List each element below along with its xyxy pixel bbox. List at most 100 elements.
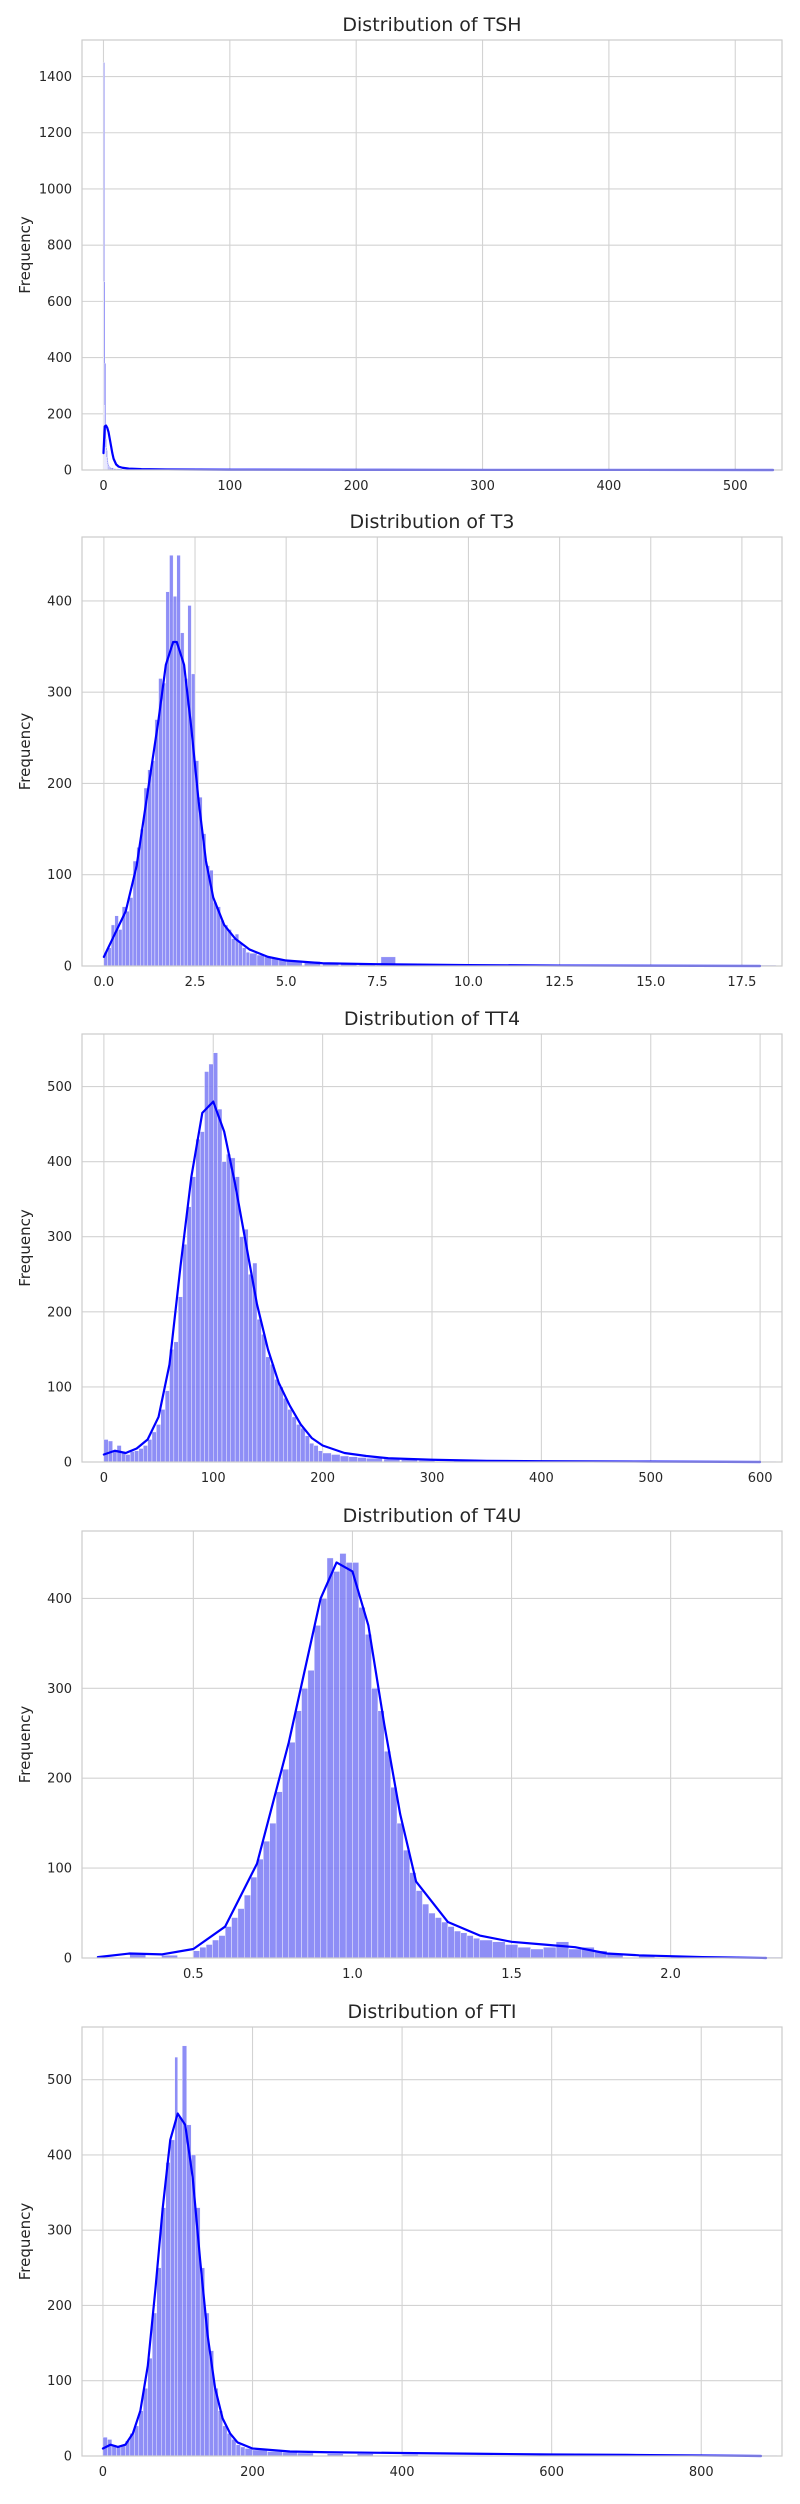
x-tick-label: 0 (100, 1471, 108, 1486)
y-tick-label: 400 (47, 594, 72, 609)
histogram-bar (200, 1947, 206, 1958)
histogram-bar (174, 1342, 178, 1462)
histogram-bar (340, 1553, 346, 1958)
histogram-bar (223, 2426, 227, 2456)
histogram-bar (473, 1938, 479, 1958)
histogram-bar (333, 1571, 339, 1958)
y-axis-label: Frequency (16, 2203, 34, 2281)
histogram-bar (301, 1428, 305, 1462)
histogram-bar (117, 1445, 121, 1462)
histogram-bar (569, 1949, 582, 1958)
y-tick-label: 800 (47, 239, 72, 254)
histogram-bar (177, 555, 181, 966)
y-axis-label: Frequency (16, 216, 34, 294)
histogram-bar (139, 2411, 143, 2456)
histogram-bar (187, 2125, 191, 2456)
histogram-bar (296, 1424, 300, 1462)
histogram-bar (279, 1387, 283, 1462)
histogram-bar (327, 1558, 333, 1958)
histogram-bar (212, 1940, 218, 1958)
histogram-bar (288, 1409, 292, 1462)
histogram-bar (289, 1742, 295, 1958)
histogram-bar (310, 1443, 314, 1462)
histogram-bar (461, 1933, 467, 1958)
y-tick-label: 200 (47, 1772, 72, 1787)
x-tick-label: 100 (217, 479, 242, 494)
histogram-bar (218, 1109, 222, 1462)
histogram-bar (126, 1454, 130, 1462)
y-tick-label: 300 (47, 1682, 72, 1697)
histogram-bar (178, 2117, 182, 2456)
histogram-bar (191, 1177, 195, 1462)
histogram-bar (166, 592, 170, 966)
x-tick-label: 17.5 (727, 975, 756, 990)
histogram-bar (257, 955, 264, 966)
histogram-bar (416, 1891, 422, 1958)
histogram-bar (378, 1711, 384, 1958)
x-tick-label: 0 (99, 479, 107, 494)
x-tick-label: 400 (390, 2465, 415, 2480)
histogram-bar (242, 948, 246, 966)
histogram-bar (152, 2313, 156, 2456)
histogram-bar (115, 916, 119, 966)
histogram-bar (429, 1913, 435, 1958)
histogram-bar (239, 943, 243, 966)
histogram-bar (161, 2208, 165, 2456)
y-tick-label: 1000 (39, 182, 72, 197)
histogram-bar (435, 1918, 441, 1958)
histogram-bar (213, 902, 217, 966)
histogram-bar (162, 683, 166, 966)
histogram-bar (384, 1751, 390, 1958)
histogram-bar (321, 1598, 327, 1958)
histogram-bar (505, 1945, 518, 1958)
y-tick-label: 400 (47, 1155, 72, 1170)
histogram-bar (442, 1922, 448, 1958)
histogram-bar (155, 720, 159, 966)
histogram-bar (182, 2046, 186, 2456)
histogram-bar (231, 939, 235, 966)
histogram-bar (193, 1951, 199, 1958)
histogram-bar (184, 678, 188, 966)
histogram-bar (349, 1457, 358, 1462)
y-tick-label: 0 (64, 1456, 72, 1471)
x-tick-label: 300 (420, 1471, 445, 1486)
histogram-bar (200, 1132, 204, 1462)
histogram-bar (219, 1936, 225, 1958)
x-tick-label: 15.0 (636, 975, 665, 990)
histogram-bar (161, 1409, 165, 1462)
y-axis-label: Frequency (16, 713, 34, 791)
histogram-bar (236, 2445, 240, 2456)
histogram-bar (191, 674, 195, 966)
histogram-bar (244, 1895, 250, 1958)
histogram-bar (126, 911, 130, 966)
histogram-bar (235, 1177, 239, 1462)
histogram-bar (302, 1688, 308, 1958)
x-tick-label: 2.5 (185, 975, 206, 990)
histogram-bar (283, 1398, 287, 1462)
y-tick-label: 500 (47, 1080, 72, 1095)
histogram-bar (276, 1792, 282, 1958)
histogram-bar (221, 920, 225, 966)
histogram-bar (196, 1139, 200, 1462)
histogram-bar (227, 2433, 231, 2456)
x-tick-label: 800 (689, 2465, 714, 2480)
y-tick-label: 400 (47, 1592, 72, 1607)
histogram-bar (543, 1947, 556, 1958)
y-tick-label: 300 (47, 686, 72, 701)
y-tick-label: 200 (47, 777, 72, 792)
y-tick-label: 300 (47, 1230, 72, 1245)
histogram-bar (261, 1334, 265, 1462)
histogram-bar (170, 555, 174, 966)
histogram-bar (359, 1607, 365, 1958)
histogram-bar (209, 1064, 213, 1462)
histogram-bar (205, 1072, 209, 1462)
histogram-bar (226, 1154, 230, 1462)
histogram-bar (157, 2268, 161, 2456)
histogram-bar (148, 1439, 152, 1462)
histogram-bar (314, 1625, 320, 1958)
x-tick-label: 2.0 (660, 1967, 681, 1982)
histogram-bar (156, 1424, 160, 1462)
histogram-bar (231, 1158, 235, 1462)
